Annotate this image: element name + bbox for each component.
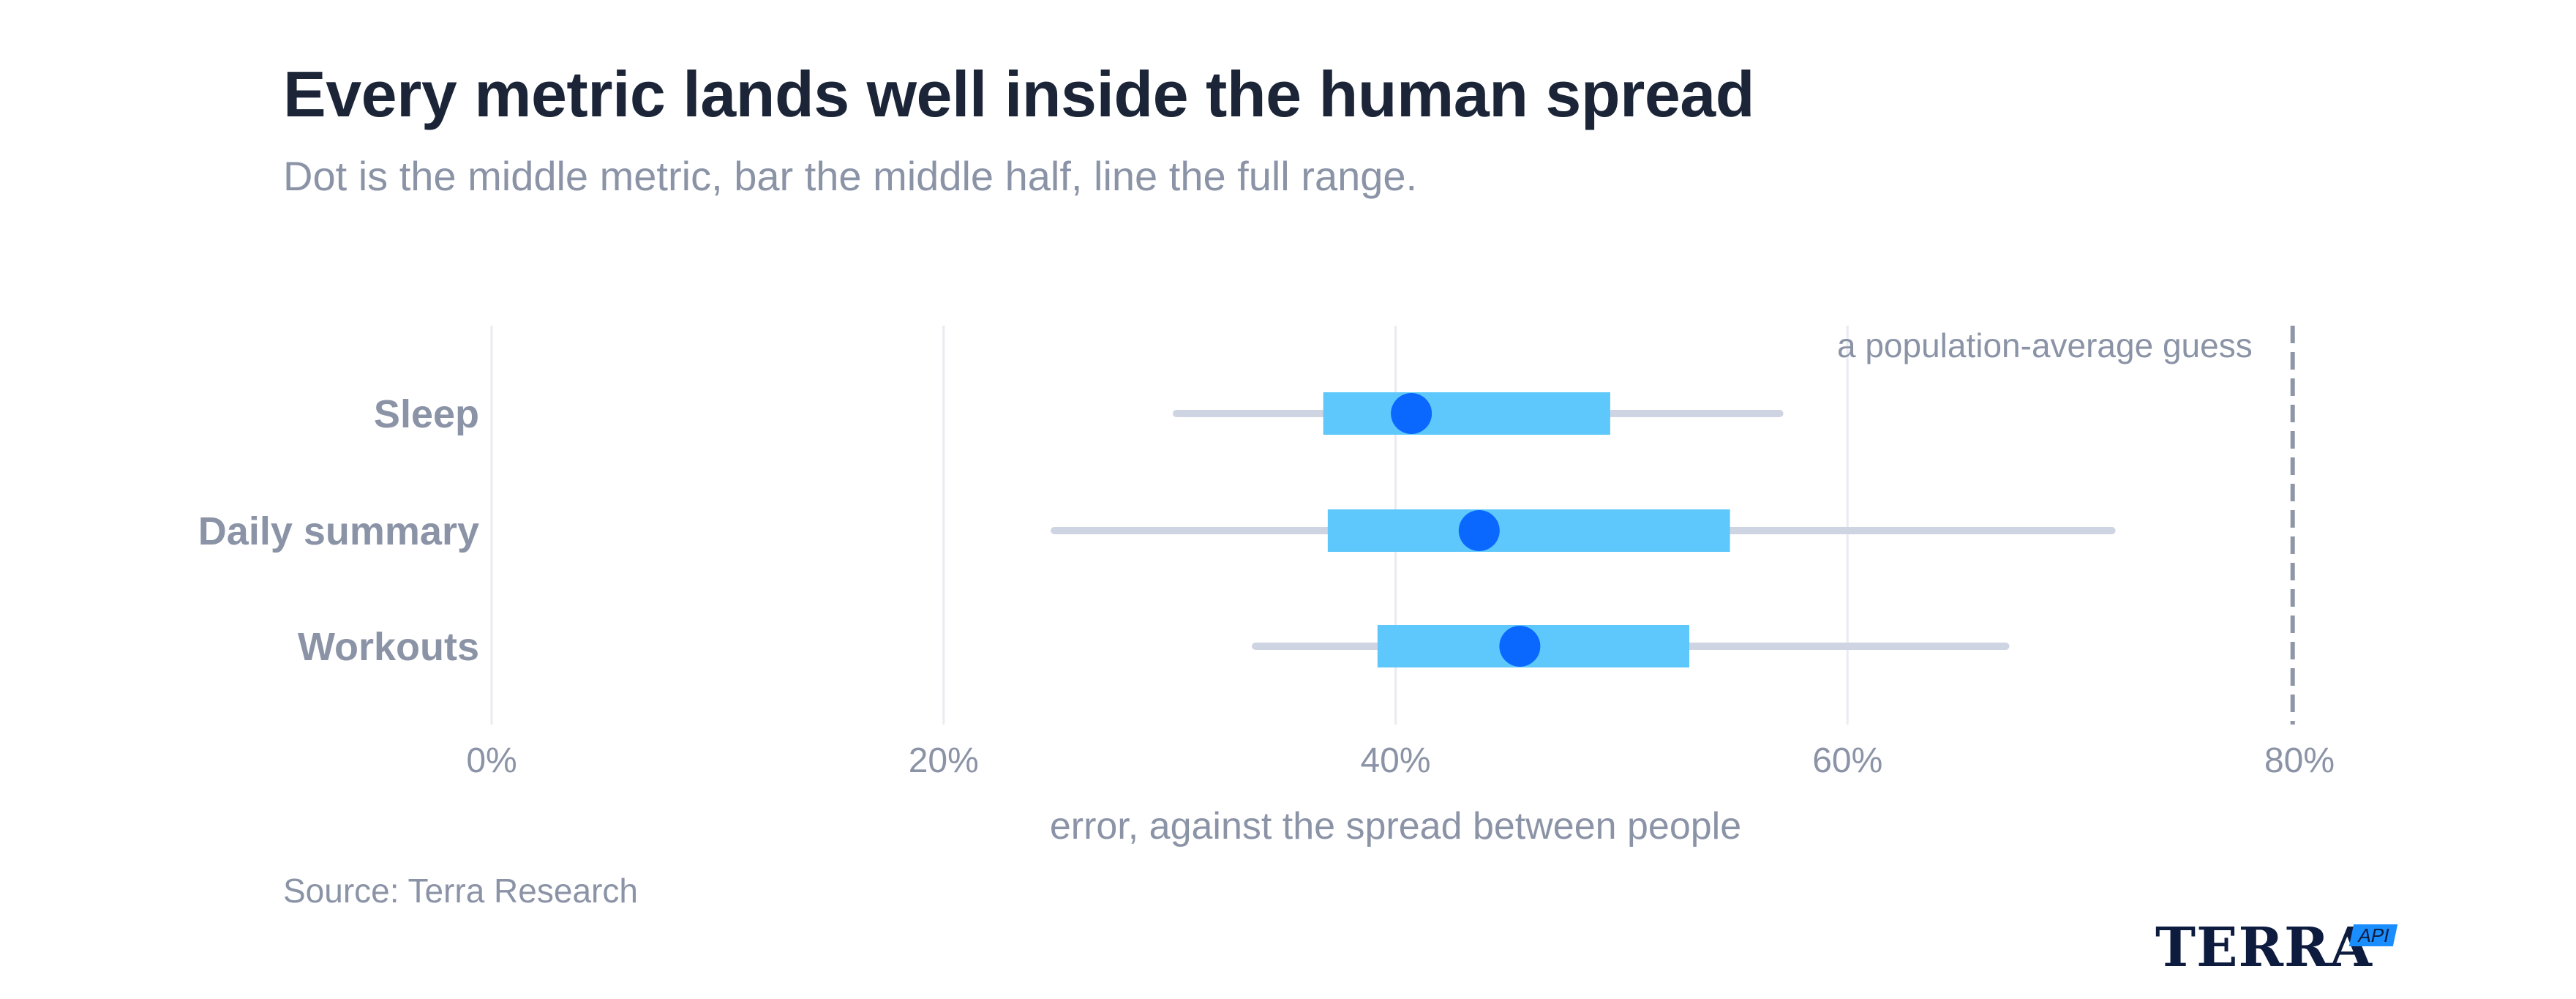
- logo-api-badge: API: [2348, 924, 2398, 946]
- iqr-bar: [1327, 509, 1730, 552]
- category-label: Workouts: [298, 625, 479, 669]
- source-note: Source: Terra Research: [283, 872, 638, 910]
- chart-title: Every metric lands well inside the human…: [283, 58, 1754, 130]
- median-dot: [1458, 510, 1500, 551]
- x-tick-label: 0%: [466, 741, 517, 780]
- chart-subtitle: Dot is the middle metric, bar the middle…: [283, 153, 1418, 199]
- iqr-bar: [1323, 392, 1610, 435]
- x-tick-label: 60%: [1812, 741, 1882, 780]
- x-tick-label: 40%: [1360, 741, 1430, 780]
- logo-wordmark: TERRA: [2155, 916, 2373, 979]
- median-dot: [1391, 393, 1432, 434]
- reference-label: a population-average guess: [1837, 326, 2253, 364]
- terra-api-logo: TERRA API: [2155, 918, 2404, 977]
- category-label: Daily summary: [198, 509, 479, 553]
- category-label: Sleep: [374, 392, 479, 436]
- x-tick-label: 20%: [909, 741, 979, 780]
- x-tick-label: 80%: [2264, 741, 2335, 780]
- median-dot: [1499, 626, 1541, 667]
- x-axis-label: error, against the spread between people: [1050, 805, 1741, 848]
